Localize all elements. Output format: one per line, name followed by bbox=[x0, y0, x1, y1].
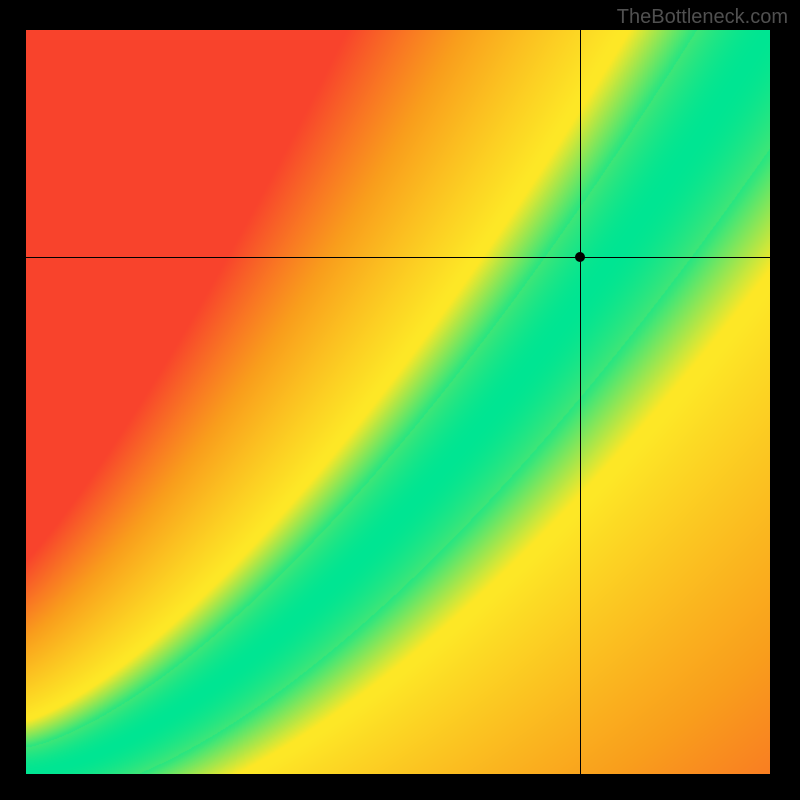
bottleneck-heatmap bbox=[26, 30, 770, 774]
crosshair-horizontal bbox=[22, 257, 796, 258]
marker-dot bbox=[575, 252, 585, 262]
crosshair-vertical bbox=[580, 26, 581, 800]
heatmap-canvas bbox=[26, 30, 770, 774]
watermark-text: TheBottleneck.com bbox=[617, 6, 788, 29]
